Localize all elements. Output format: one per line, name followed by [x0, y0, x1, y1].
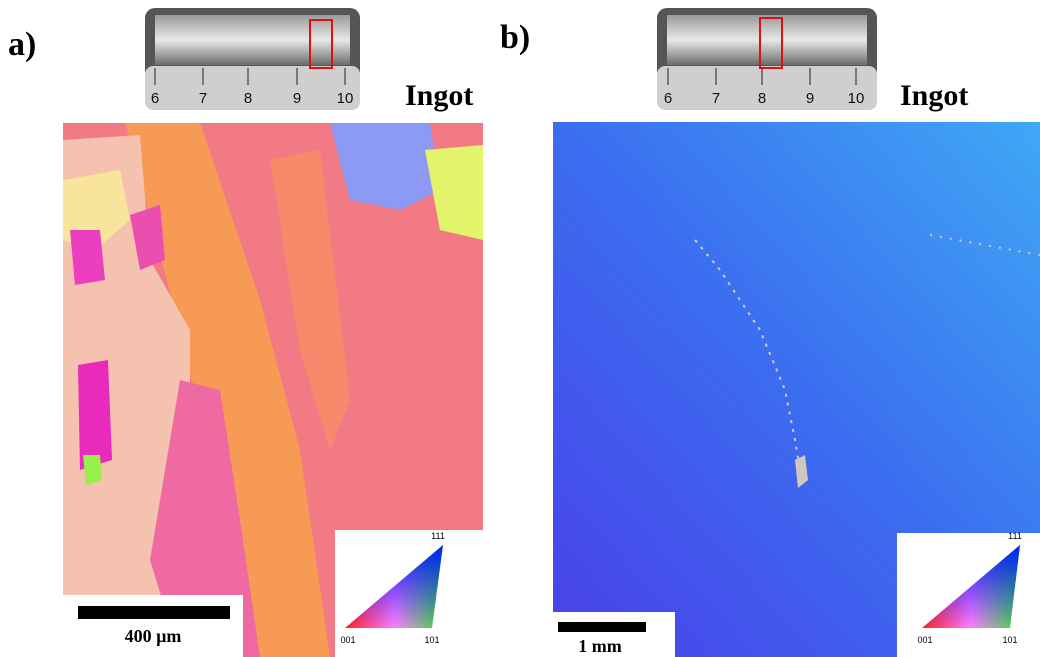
ruler-number: 6 — [664, 90, 672, 107]
sample-label: Ingot — [405, 79, 473, 112]
sample-photo-b — [657, 8, 877, 110]
panel-label: a) — [8, 26, 36, 63]
figure: a) b) Ingot Ingot 400 µm 1 mm 6 7 8 9 10 001 1… — [0, 0, 1040, 657]
ipf-label: 001 — [340, 635, 355, 645]
ruler-number: 8 — [758, 90, 766, 107]
ipf-label: 101 — [1002, 635, 1017, 645]
ruler-number: 8 — [244, 90, 252, 107]
ipf-label: 101 — [424, 635, 439, 645]
ruler-number: 10 — [337, 90, 354, 107]
scale-label: 400 µm — [125, 626, 182, 646]
scale-label: 1 mm — [578, 636, 622, 656]
sample-label: Ingot — [900, 79, 968, 112]
scale-bar — [558, 622, 646, 632]
ipf-label: 111 — [431, 531, 445, 541]
ipf-label: 111 — [1008, 531, 1022, 541]
ruler-number: 9 — [806, 90, 814, 107]
ruler-number: 6 — [151, 90, 159, 107]
panel-label: b) — [500, 19, 530, 56]
scale-bar — [78, 606, 230, 619]
ruler-number: 7 — [712, 90, 720, 107]
sample-photo-a — [145, 8, 360, 110]
ruler-number: 10 — [848, 90, 865, 107]
ruler-number: 9 — [293, 90, 301, 107]
ruler-number: 7 — [199, 90, 207, 107]
ipf-label: 001 — [917, 635, 932, 645]
